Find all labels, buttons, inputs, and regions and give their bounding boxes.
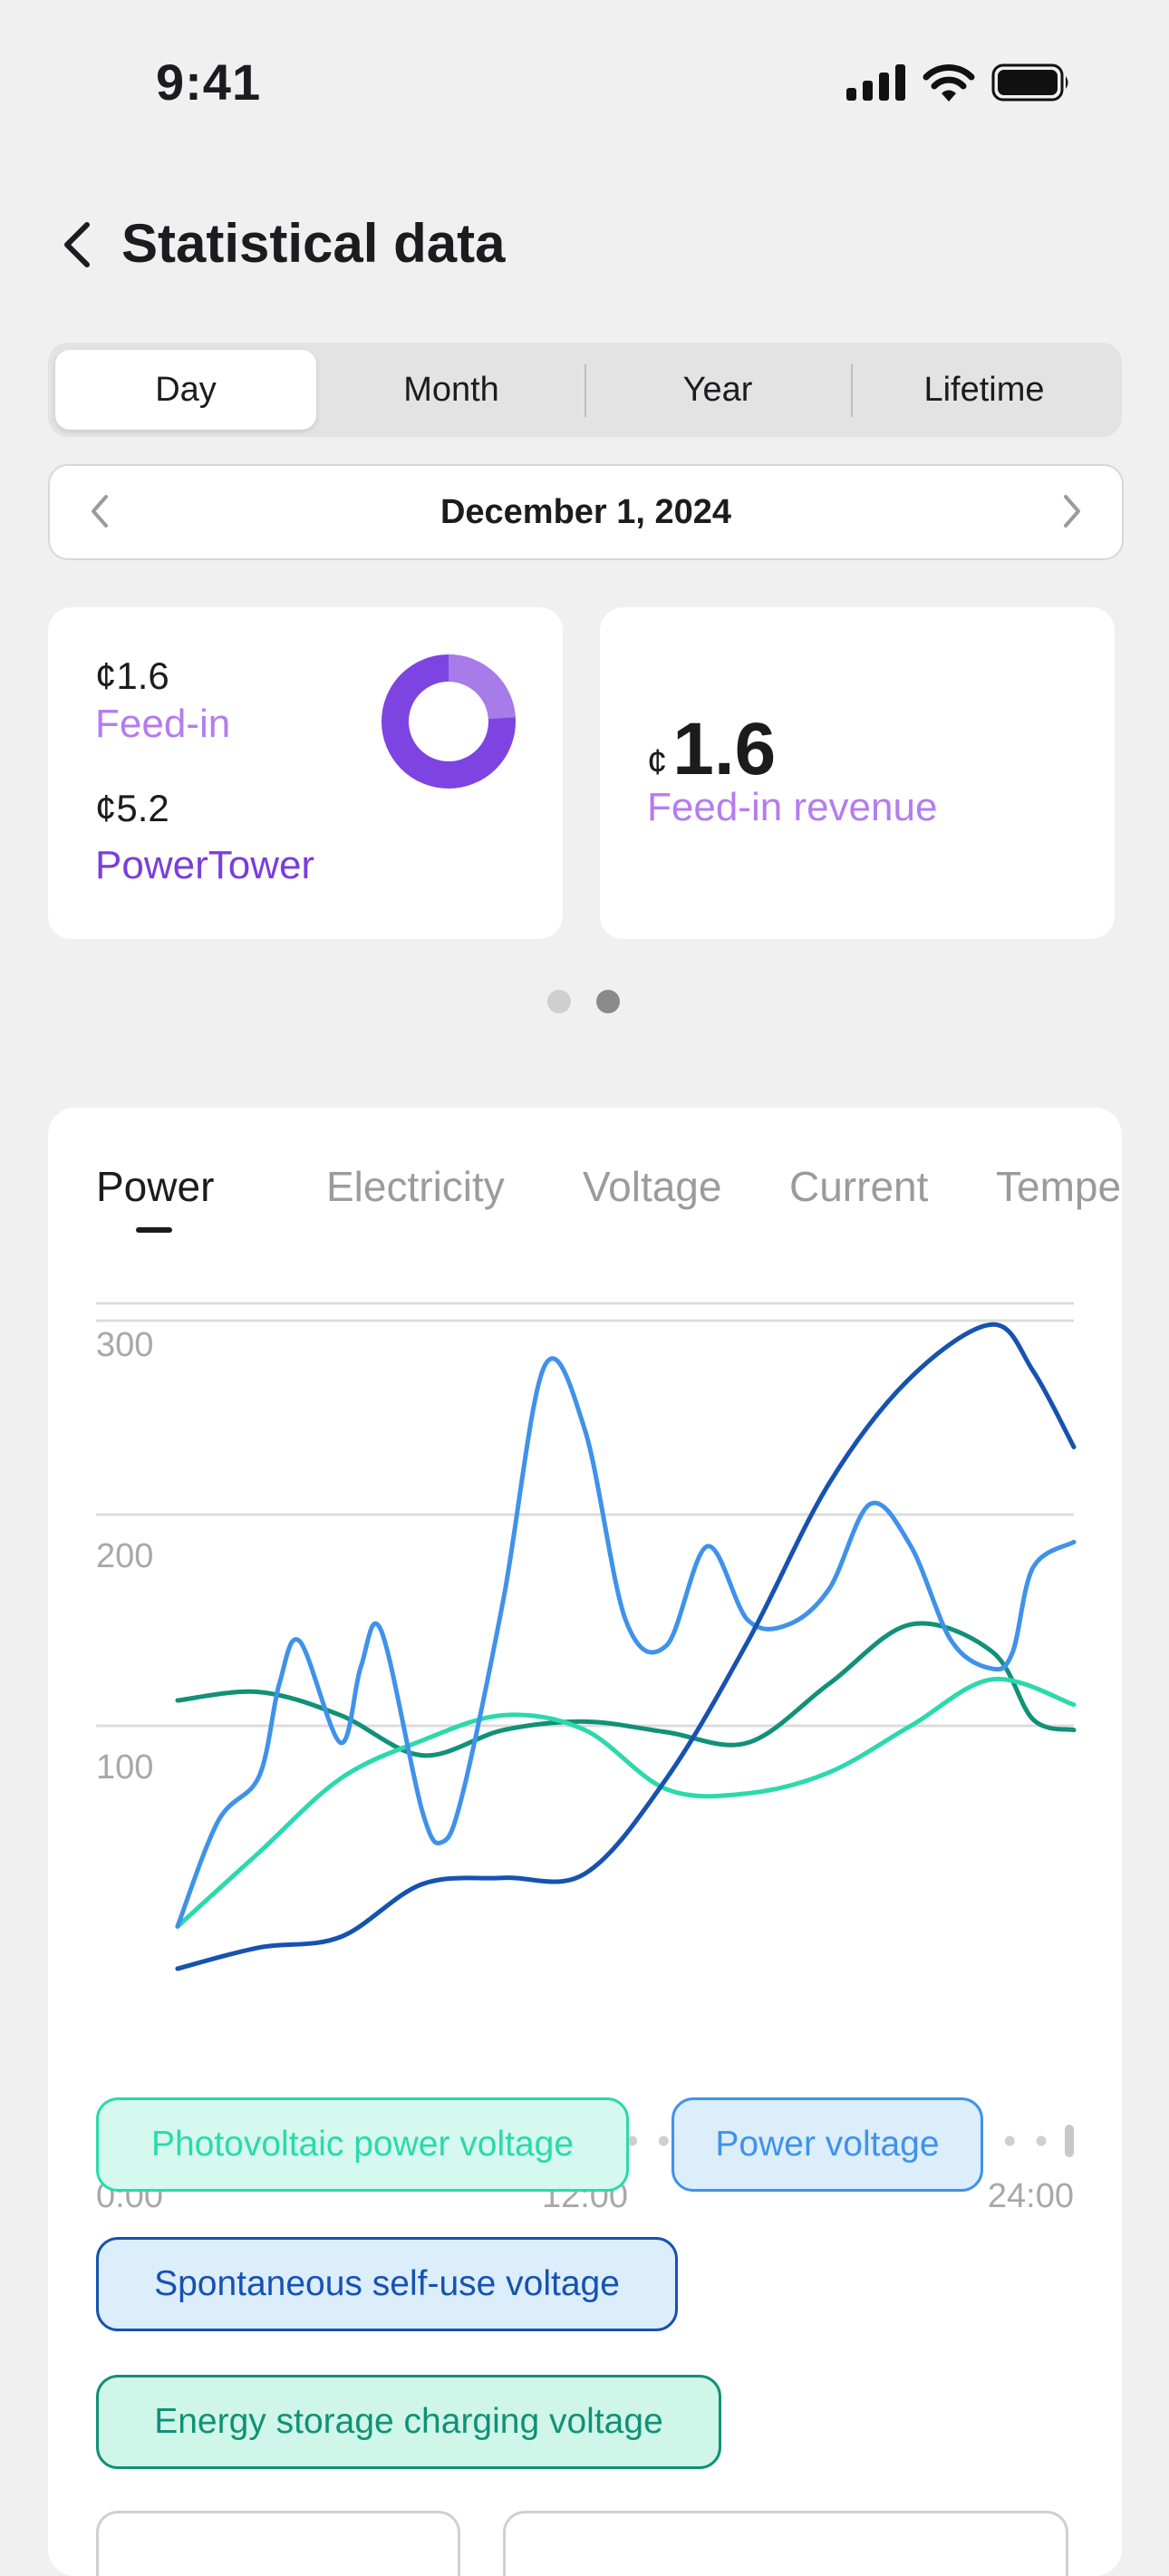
back-arrow-icon[interactable]	[53, 218, 107, 272]
segment-divider	[851, 364, 853, 417]
legend-photovoltaic-power-voltage[interactable]: Photovoltaic power voltage	[96, 2097, 629, 2192]
wifi-icon	[923, 64, 975, 102]
tab-year[interactable]: Year	[682, 370, 753, 409]
page-title: Statistical data	[121, 213, 506, 274]
series-line-spontaneous-self-use-voltage	[175, 1322, 1077, 1971]
legend-chip-partial[interactable]	[503, 2511, 1068, 2576]
x-axis-dot	[1036, 2135, 1047, 2146]
revenue-value: 1.6	[672, 708, 777, 790]
powertower-value: ¢5.2	[95, 787, 169, 829]
tab-lifetime[interactable]: Lifetime	[923, 370, 1045, 409]
tab-temperature[interactable]: Temperature	[996, 1163, 1122, 1210]
tab-electricity[interactable]: Electricity	[326, 1163, 505, 1210]
feed-in-summary-card: ¢1.6 Feed-in ¢5.2 PowerTower	[48, 607, 563, 939]
x-axis-dot	[627, 2135, 638, 2146]
revenue-currency: ¢	[647, 742, 668, 782]
y-tick-label: 300	[96, 1326, 153, 1364]
series-line-energy-storage-charging-voltage	[175, 1621, 1077, 1758]
legend-chip-partial[interactable]	[96, 2511, 460, 2576]
metric-tabs: Power Electricity Voltage Current Temper…	[96, 1162, 1122, 1244]
selected-date[interactable]: December 1, 2024	[440, 492, 732, 531]
tab-day[interactable]: Day	[55, 350, 316, 430]
y-tick-label: 100	[96, 1748, 153, 1787]
status-bar: 9:41	[0, 0, 1169, 172]
chevron-left-icon[interactable]	[82, 493, 119, 529]
y-tick-label: 200	[96, 1537, 153, 1575]
tab-month[interactable]: Month	[403, 370, 499, 409]
feed-in-revenue-card: ¢ 1.6 Feed-in revenue	[600, 607, 1115, 939]
x-tick-label: 24:00	[988, 2177, 1074, 2215]
tab-current[interactable]: Current	[789, 1163, 929, 1210]
feed-in-label: Feed-in	[95, 702, 231, 746]
revenue-amount: ¢ 1.6	[647, 707, 776, 792]
donut-slice-feed-in	[382, 654, 516, 789]
page-dot[interactable]	[547, 990, 571, 1013]
legend-spontaneous-self-use-voltage[interactable]: Spontaneous self-use voltage	[96, 2237, 678, 2331]
powertower-label: PowerTower	[95, 843, 315, 887]
legend-energy-storage-charging-voltage[interactable]: Energy storage charging voltage	[96, 2375, 721, 2469]
nav-header: Statistical data	[0, 199, 1169, 290]
tab-voltage[interactable]: Voltage	[583, 1163, 722, 1210]
page-indicator	[547, 990, 620, 1013]
series-line-power-voltage	[175, 1356, 1077, 1929]
status-time: 9:41	[156, 53, 262, 111]
status-icons	[846, 63, 1071, 102]
revenue-label: Feed-in revenue	[647, 785, 938, 829]
tab-power[interactable]: Power	[96, 1163, 215, 1210]
feed-in-value: ¢1.6	[95, 654, 169, 697]
period-segmented-control: Day Month Year Lifetime	[48, 343, 1122, 437]
segment-divider	[584, 364, 586, 417]
legend-power-voltage[interactable]: Power voltage	[671, 2097, 983, 2192]
chevron-right-icon[interactable]	[1053, 493, 1089, 529]
donut-chart	[382, 654, 516, 789]
active-tab-indicator	[136, 1227, 172, 1233]
page-dot-active[interactable]	[596, 990, 620, 1013]
x-axis-dot	[658, 2135, 669, 2146]
chart-card: Power Electricity Voltage Current Temper…	[48, 1108, 1122, 2576]
cellular-signal-icon	[846, 64, 905, 101]
x-axis-dot	[1004, 2135, 1015, 2146]
x-axis-end-handle	[1065, 2125, 1074, 2157]
date-selector: December 1, 2024	[48, 464, 1124, 560]
battery-icon	[991, 63, 1068, 102]
series-line-photovoltaic-power-voltage	[175, 1676, 1077, 1929]
